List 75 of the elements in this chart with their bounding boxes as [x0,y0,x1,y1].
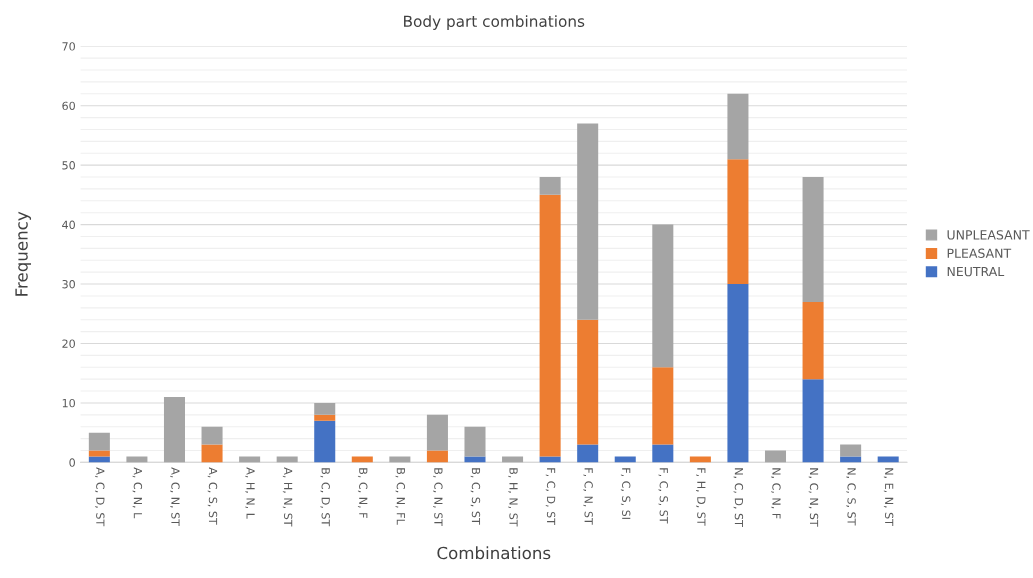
x-tick-label: A, H, N, ST [282,467,293,527]
bar [426,414,448,451]
x-tick-label: B, H, N, ST [508,468,518,527]
bar [652,224,674,368]
y-tick-label: 50 [62,161,75,170]
bar [239,456,261,463]
x-tick-label: N, C, N, F [771,468,781,519]
x-tick-label: A, H, N, L [245,467,255,519]
bar [727,159,749,285]
x-tick-label: A, C, N, ST [170,467,180,526]
bar [426,450,448,463]
y-tick-label: 0 [69,458,75,467]
bar [577,123,599,320]
bar [464,426,486,457]
x-tick-label: B, C, D, ST [320,468,330,527]
bar [689,456,711,463]
x-axis-title: Combinations [437,546,551,560]
y-tick-label: 10 [62,398,75,408]
bar [126,456,148,463]
bar [163,397,185,463]
bar [88,432,110,451]
y-axis-title: Frequency [15,211,32,296]
bar [840,456,862,463]
x-tick-label: F, H, D, ST [696,468,706,526]
bar [389,456,411,463]
x-tick-label: B, C, N, FL [395,468,406,525]
bar [652,367,674,445]
x-tick-label: A, C, N, L [132,467,143,519]
bar [464,456,486,463]
y-tick-label: 20 [62,339,75,348]
bar [840,444,862,457]
bar [577,319,599,445]
bar [727,284,749,463]
x-tick-label: B, C, S, ST [470,468,481,525]
legend-label: NEUTRAL [947,267,1005,277]
x-tick-label: A, C, S, ST [207,467,218,525]
x-tick-label: N, C, N, ST [808,468,819,527]
bar [351,456,373,463]
bar [577,444,599,463]
bar [802,177,824,302]
y-tick-label: 40 [62,220,75,229]
y-tick-label: 70 [62,42,75,51]
bar [314,414,336,421]
bar [764,450,787,463]
x-tick-label: F, C, S, SI [620,468,631,519]
x-tick-label: N, C, S, ST [846,468,856,526]
legend-label: PLEASANT [947,248,1012,258]
bar [314,420,336,463]
bar [201,426,223,445]
x-tick-label: A, C, D, ST [95,467,105,527]
x-tick-label: F, C, S, ST [658,468,668,524]
x-tick-label: F, C, N, ST [583,468,593,525]
bar [314,402,336,415]
bar [539,177,561,195]
legend-label: UNPLEASANT [947,230,1030,240]
chart-title: Body part combinations [404,15,585,30]
y-tick-label: 30 [62,280,75,289]
bar [877,456,899,463]
bar [88,456,110,463]
x-tick-label: F, C, D, ST [545,468,556,526]
x-tick-label: N, C, D, ST [733,468,744,527]
bar [652,444,674,463]
bar [539,194,561,457]
y-tick-label: 60 [62,101,75,111]
bar [539,456,561,463]
bar [802,301,824,380]
bar [502,456,524,463]
bar [727,93,749,160]
x-tick-label: B, C, N, ST [433,468,443,527]
bar [201,444,223,463]
x-tick-label: B, C, N, F [357,468,368,518]
x-tick-label: N, E, N, ST [883,468,894,526]
bar [614,456,636,463]
bar [802,379,824,463]
bar [276,456,298,463]
